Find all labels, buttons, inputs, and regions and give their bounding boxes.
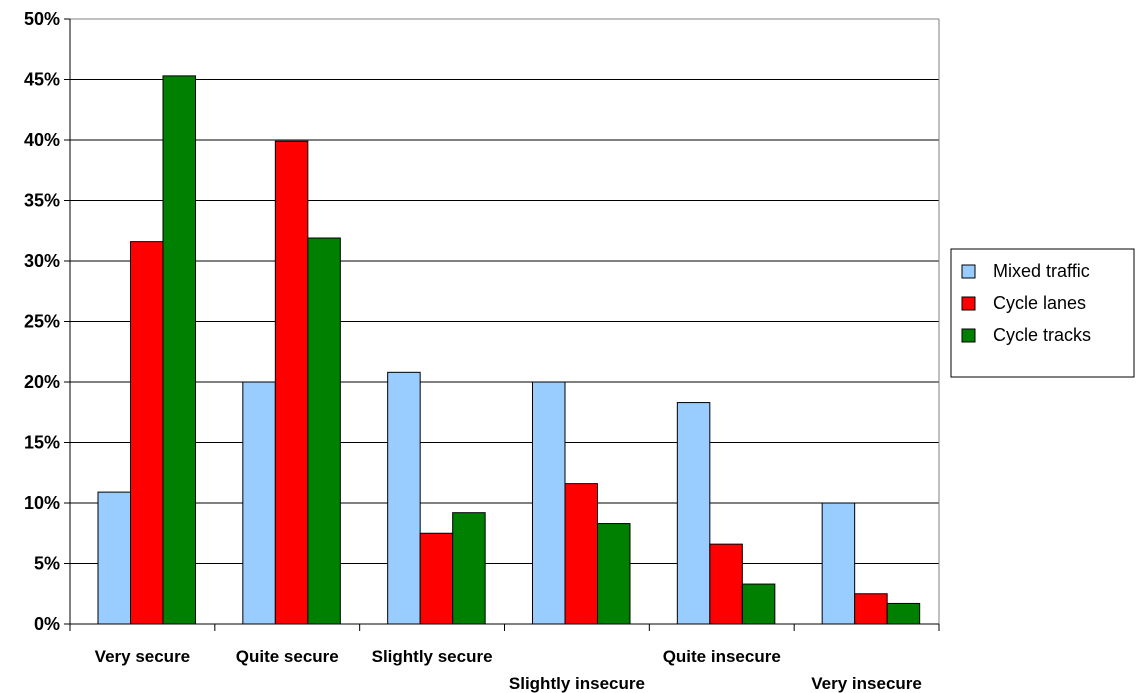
- y-tick-label-6: 30%: [24, 251, 60, 271]
- y-tick-label-4: 20%: [24, 372, 60, 392]
- x-category-label-0: Very secure: [95, 647, 190, 666]
- x-category-label-4: Quite insecure: [663, 647, 781, 666]
- bar-cycle-lanes-2: [419, 532, 454, 625]
- bar-mixed-traffic-2: [387, 371, 421, 625]
- legend-swatch-1: [961, 296, 976, 311]
- axes: [64, 18, 940, 631]
- bar-cycle-tracks-2: [452, 512, 486, 625]
- legend-label-1: Cycle lanes: [993, 293, 1086, 313]
- x-category-label-5: Very insecure: [811, 674, 922, 693]
- grid-lines: [70, 18, 939, 564]
- legend-label-2: Cycle tracks: [993, 325, 1091, 345]
- legend-swatch-2: [961, 328, 976, 343]
- x-axis-category-labels: Very secure Quite secure Slightly secure Sl…: [95, 647, 922, 693]
- y-tick-label-10: 50%: [24, 9, 60, 29]
- legend-swatch-0: [961, 264, 976, 279]
- bar-cycle-tracks-3: [597, 523, 631, 625]
- bars: [97, 75, 921, 625]
- y-tick-label-7: 35%: [24, 191, 60, 211]
- y-tick-label-3: 15%: [24, 433, 60, 453]
- bar-cycle-tracks-5: [886, 602, 921, 625]
- bar-mixed-traffic-4: [676, 402, 711, 625]
- bar-cycle-tracks-0: [162, 75, 196, 625]
- bar-cycle-lanes-5: [854, 593, 888, 625]
- bar-cycle-lanes-1: [274, 140, 309, 625]
- bar-cycle-tracks-4: [741, 583, 776, 625]
- y-tick-label-2: 10%: [24, 493, 60, 513]
- bar-cycle-lanes-4: [709, 543, 743, 625]
- x-category-label-2: Slightly secure: [372, 647, 493, 666]
- bar-mixed-traffic-1: [242, 381, 276, 625]
- legend: Mixed traffic Cycle lanes Cycle tracks: [950, 248, 1135, 378]
- bar-cycle-lanes-3: [564, 483, 598, 625]
- y-tick-label-8: 40%: [24, 130, 60, 150]
- y-axis-tick-labels: 0% 5% 10% 15% 20% 25% 30% 35% 40% 45% 50%: [24, 9, 60, 634]
- bar-mixed-traffic-0: [97, 491, 131, 625]
- bar-cycle-tracks-1: [307, 237, 341, 625]
- y-tick-label-5: 25%: [24, 312, 60, 332]
- y-tick-label-0: 0%: [34, 614, 60, 634]
- x-category-label-1: Quite secure: [236, 647, 339, 666]
- legend-label-0: Mixed traffic: [993, 261, 1090, 281]
- x-category-label-3: Slightly insecure: [509, 674, 645, 693]
- bar-cycle-lanes-0: [130, 241, 164, 625]
- bar-mixed-traffic-5: [821, 502, 856, 625]
- bar-mixed-traffic-3: [532, 381, 566, 625]
- y-tick-label-9: 45%: [24, 70, 60, 90]
- legend-box: [950, 248, 1135, 378]
- y-tick-label-1: 5%: [34, 554, 60, 574]
